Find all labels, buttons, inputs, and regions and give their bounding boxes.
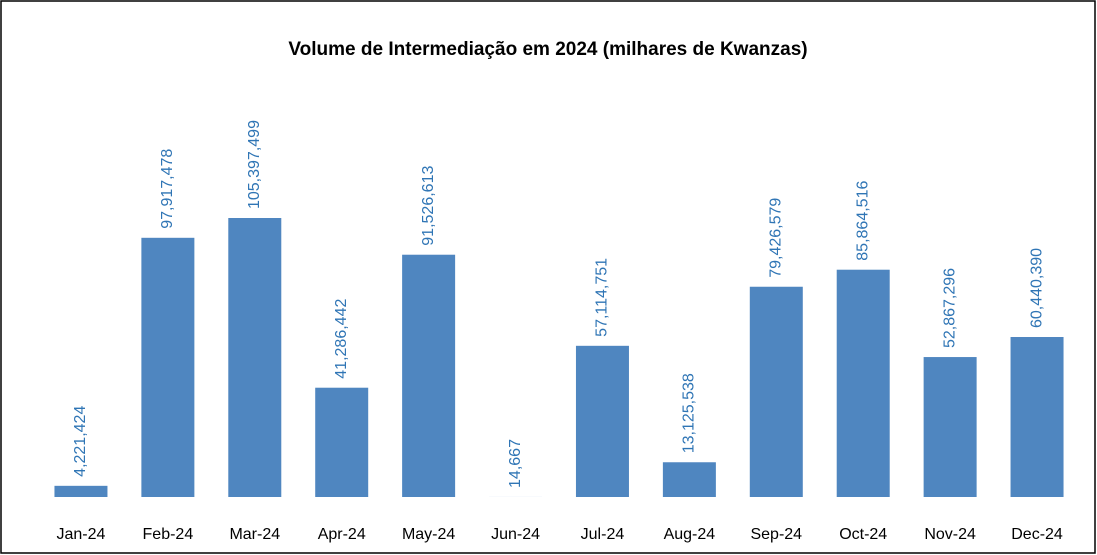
data-label: 52,867,296 [941,268,958,348]
x-tick-label: Mar-24 [229,526,280,543]
bar [402,254,456,497]
x-tick-label: Nov-24 [924,526,976,543]
chart-title: Volume de Intermediação em 2024 (milhare… [288,39,807,60]
x-tick-label: Apr-24 [318,526,366,543]
bar [141,237,195,497]
x-tick-label: Jun-24 [491,526,540,543]
x-tick-label: Aug-24 [664,526,716,543]
bar [749,286,803,497]
bar [923,357,977,497]
data-label: 57,114,751 [594,258,611,337]
bar [662,462,716,497]
bar [228,218,282,497]
x-tick-label: Jan-24 [56,526,105,543]
x-tick-label: May-24 [402,526,455,543]
data-label: 13,125,538 [681,373,698,453]
data-label: 91,526,613 [420,166,437,246]
data-label: 41,286,442 [333,299,350,379]
data-label: 85,864,516 [854,181,871,261]
data-label: 60,440,390 [1028,248,1045,328]
x-tick-label: Jul-24 [581,526,625,543]
x-tick-label: Feb-24 [143,526,194,543]
x-tick-label: Dec-24 [1011,526,1063,543]
data-label: 97,917,478 [159,149,176,229]
data-label: 79,426,579 [768,198,785,278]
data-label: 105,397,499 [246,120,263,209]
data-label: 14,667 [507,439,524,488]
bar [575,345,629,497]
bar [315,387,369,497]
bar [836,269,890,497]
bar [1010,337,1064,497]
x-tick-label: Oct-24 [839,526,887,543]
data-label: 4,221,424 [72,406,89,477]
x-tick-label: Sep-24 [750,526,802,543]
bar [54,485,108,497]
